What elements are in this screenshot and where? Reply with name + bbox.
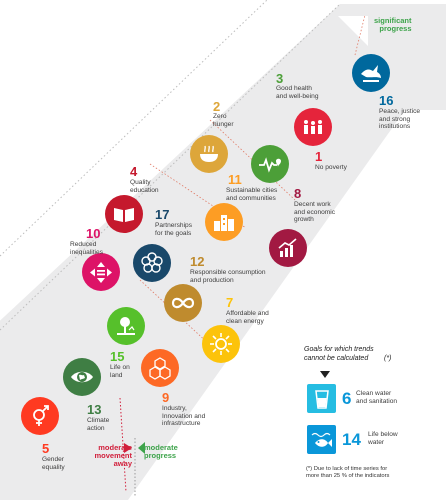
goal-17-number: 17: [155, 207, 170, 222]
goal-8-circle: [269, 229, 307, 267]
goal-13-number: 13: [87, 402, 102, 417]
significant-progress-label: significant progress: [374, 16, 412, 34]
goal-16-circle: [352, 54, 390, 92]
goal-15-number: 15: [110, 349, 125, 364]
goal-1-number: 1: [315, 149, 323, 164]
goal-4-number: 4: [130, 164, 138, 179]
sun-icon: [210, 333, 232, 355]
progress-arrow-shape: [0, 4, 446, 500]
moderate-movement-away-label: moderate movement away: [94, 443, 132, 469]
uncalculable-marker: (*): [384, 355, 392, 362]
red-legend-arrow: [124, 443, 132, 453]
goal-9-label: Industry, Innovation and infrastructure: [162, 405, 206, 428]
goal-4-circle: [105, 195, 143, 233]
equality-icon: [90, 262, 112, 283]
goal-3-label: Good health and well-being: [276, 85, 319, 100]
bowl-icon: [200, 145, 218, 162]
dove-icon: [361, 65, 381, 82]
goal-10-number: 10: [86, 226, 101, 241]
goal-13-label: Climate action: [87, 417, 110, 432]
dotted-edge-line: [0, 3, 341, 331]
goal-3-number: 3: [276, 71, 284, 86]
growth-chart-icon: [278, 238, 297, 257]
water-glass-icon: [314, 389, 329, 409]
goal-14-label: Life below water: [368, 431, 398, 446]
green-legend-arrow: [138, 442, 145, 454]
goal-15-label: Life on land: [110, 364, 130, 379]
goal-3-circle: [251, 145, 289, 183]
goal-10-circle: [82, 253, 120, 291]
footnote: (*) Due to lack of time series for more …: [306, 466, 390, 479]
goal-16-label: Peace, justice and strong institutions: [379, 108, 421, 131]
goal-11-circle: [205, 203, 243, 241]
goal-6-label: Clean water and sanitation: [356, 390, 398, 405]
goal-9-circle: [141, 349, 179, 387]
goal-15-circle: [107, 307, 145, 345]
goal-7-label: Affordable and clean energy: [226, 310, 269, 325]
uncalculable-title: Goals for which trends cannot be calcula…: [304, 346, 374, 362]
goal-16-number: 16: [379, 93, 394, 108]
gender-icon: [33, 405, 49, 426]
goal-2-circle: [190, 135, 228, 173]
goal-12-circle: [164, 284, 202, 322]
moderate-progress-label: moderate progress: [144, 443, 178, 461]
goal-6-number: 6: [342, 389, 352, 408]
goal-13-circle: [63, 358, 101, 396]
buildings-icon: [214, 215, 234, 231]
book-icon: [114, 208, 134, 222]
goal-6-square: [307, 384, 336, 413]
goal-14-number: 14: [342, 430, 361, 449]
goal-7-circle: [202, 325, 240, 363]
cubes-icon: [149, 357, 171, 380]
goal-4-label: Quality education: [130, 179, 159, 194]
tree-icon: [117, 317, 135, 335]
goal-1-circle: [294, 108, 332, 146]
goal-8-label: Decent work and economic growth: [294, 201, 336, 224]
goal-7-number: 7: [226, 295, 234, 310]
infinity-icon: [171, 297, 195, 309]
goal-5-circle: [21, 397, 59, 435]
goal-2-number: 2: [213, 99, 221, 114]
goal-12-label: Responsible consumption and production: [190, 269, 266, 284]
goal-5-number: 5: [42, 441, 50, 456]
goal-5-label: Gender equality: [42, 456, 65, 471]
goal-17-label: Partnerships for the goals: [155, 222, 193, 237]
goal-11-label: Sustainable cities and communities: [226, 187, 278, 202]
goal-17-circle: [133, 244, 171, 282]
goal-1-label: No poverty: [315, 164, 347, 171]
rings-icon: [141, 252, 163, 273]
down-triangle-icon: [320, 371, 330, 378]
goal-12-number: 12: [190, 254, 205, 269]
goal-8-number: 8: [294, 186, 302, 201]
family-icon: [304, 120, 322, 134]
heartbeat-icon: [259, 157, 281, 173]
fish-icon: [311, 432, 332, 447]
goal-9-number: 9: [162, 390, 170, 405]
eye-globe-icon: [71, 371, 93, 383]
goal-14-square: [307, 425, 336, 454]
goal-11-number: 11: [228, 172, 242, 187]
goal-2-label: Zero hunger: [213, 113, 234, 128]
goal-10-label: Reduced inequalities: [70, 241, 103, 256]
moderate-away-route: [119, 397, 127, 493]
